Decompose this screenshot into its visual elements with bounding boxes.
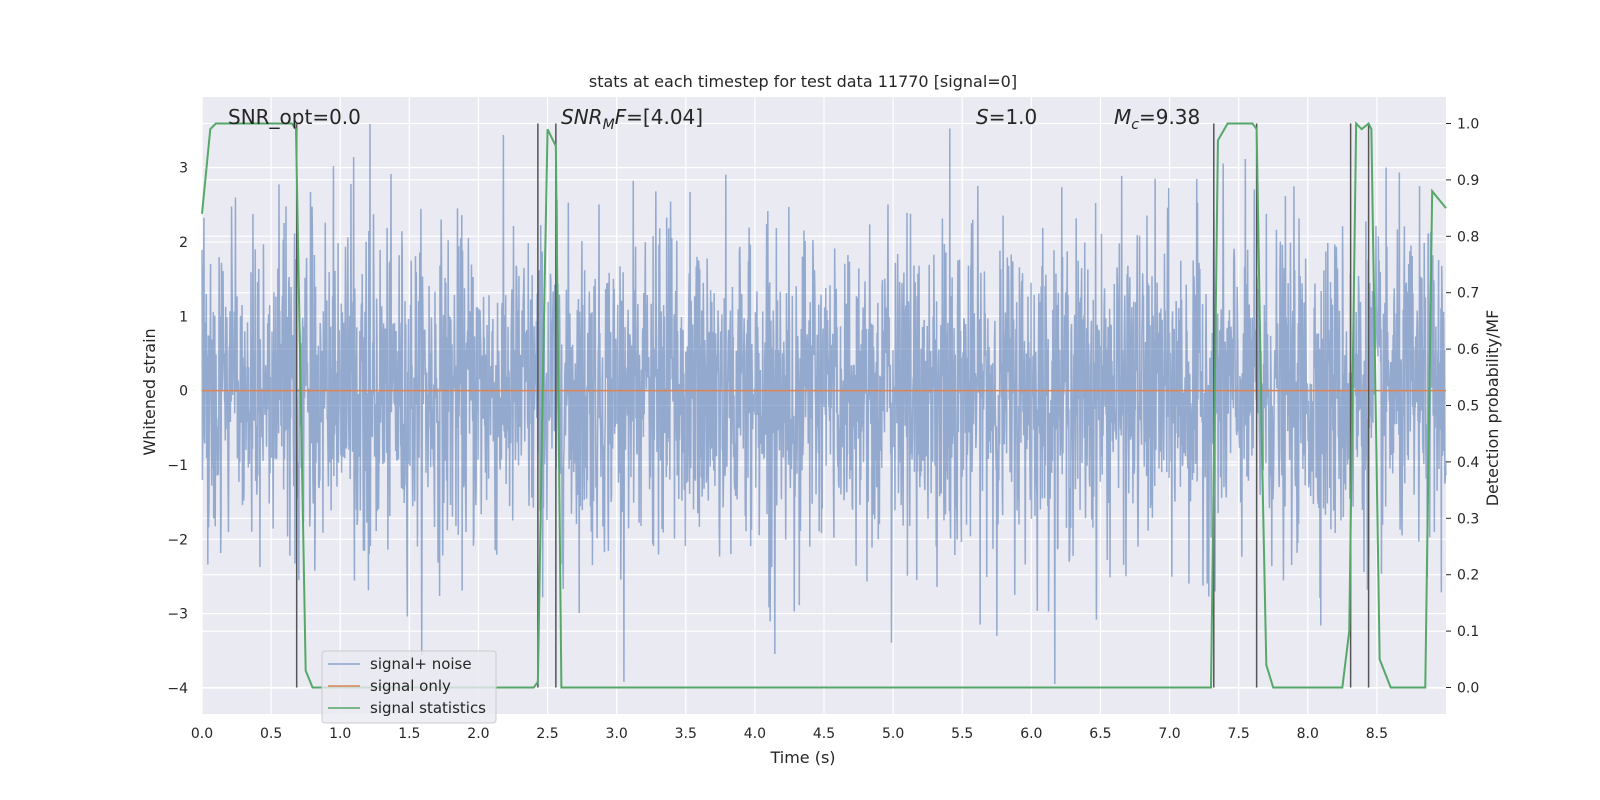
x-tick-label: 0.0: [191, 726, 213, 742]
annotation-s: S=1.0: [976, 105, 1037, 129]
legend-label-noise: signal+ noise: [370, 655, 472, 673]
x-tick-label: 7.0: [1158, 726, 1180, 742]
signal-statistics-line: [201, 121, 1447, 689]
chart-title: stats at each timestep for test data 117…: [589, 72, 1017, 91]
annotation-mc: Mc=9.38: [1114, 105, 1200, 133]
y-tick-label: −4: [167, 681, 188, 697]
y-axis-ticks: 3 2 1 0 −1 −2 −3 −4: [167, 161, 188, 697]
y-tick-label: −2: [167, 532, 188, 548]
x-tick-label: 7.5: [1228, 726, 1250, 742]
y2-tick-label: 0.0: [1457, 680, 1479, 696]
y2-tick-label: 0.2: [1457, 568, 1479, 584]
y2-tick-label: 0.7: [1457, 286, 1479, 302]
legend-label-statistics: signal statistics: [370, 699, 486, 717]
y2-tick-label: 0.5: [1457, 399, 1479, 415]
x-tick-label: 3.5: [675, 726, 697, 742]
y-tick-label: 3: [179, 161, 188, 177]
x-tick-label: 8.0: [1297, 726, 1319, 742]
x-tick-label: 4.5: [813, 726, 835, 742]
mc-symbol: M: [1114, 105, 1131, 129]
s-symbol: S: [976, 105, 989, 129]
x-tick-label: 6.0: [1020, 726, 1042, 742]
y2-tick-label: 0.4: [1457, 455, 1479, 471]
legend-label-signal-only: signal only: [370, 677, 451, 695]
y2-tick-label: 0.8: [1457, 229, 1479, 245]
x-tick-label: 5.0: [882, 726, 904, 742]
x-tick-label: 2.0: [467, 726, 489, 742]
x-tick-label: 0.5: [260, 726, 282, 742]
x-tick-label: 1.5: [398, 726, 420, 742]
mc-value: =9.38: [1139, 105, 1200, 129]
signal-noise-series: [201, 123, 1447, 685]
snr-mf-value: =[4.04]: [626, 105, 703, 129]
snr-f: F: [615, 105, 627, 129]
signal-noise-line: [201, 123, 1447, 685]
x-tick-label: 5.5: [951, 726, 973, 742]
x-axis-title: Time (s): [769, 748, 835, 767]
annotation-snr-opt: SNR_opt=0.0: [228, 105, 361, 129]
y-tick-label: 2: [179, 235, 188, 251]
x-axis-ticks: 0.0 0.5 1.0 1.5 2.0 2.5 3.0 3.5 4.0 4.5 5.0 5.5 6.0 6…: [191, 726, 1388, 742]
x-tick-label: 4.0: [744, 726, 766, 742]
annotation-snr-mf: SNRMF=[4.04]: [561, 105, 703, 133]
y-tick-label: 1: [179, 309, 188, 325]
snr-subscript: M: [603, 117, 615, 133]
y2-tick-label: 0.9: [1457, 173, 1479, 189]
x-tick-label: 6.5: [1089, 726, 1111, 742]
y-tick-label: −1: [167, 458, 188, 474]
x-tick-label: 3.0: [606, 726, 628, 742]
y2-tick-label: 0.1: [1457, 624, 1479, 640]
y-tick-label: 0: [179, 384, 188, 400]
y2-axis-ticks: 1.0 0.9 0.8 0.7 0.6 0.5 0.4 0.3 0.2 0.1 0.0: [1446, 117, 1479, 696]
y2-axis-title: Detection probability/MF: [1483, 310, 1502, 507]
s-value: =1.0: [989, 105, 1038, 129]
y2-tick-label: 1.0: [1457, 117, 1479, 133]
mc-subscript: c: [1131, 117, 1139, 133]
x-tick-label: 2.5: [536, 726, 558, 742]
x-tick-label: 1.0: [329, 726, 351, 742]
y-tick-label: −3: [167, 607, 188, 623]
signal-statistics-series: [201, 121, 1447, 689]
snr-symbol: SNR: [561, 105, 603, 129]
y2-tick-label: 0.6: [1457, 342, 1479, 358]
y-axis-title: Whitened strain: [140, 328, 159, 455]
x-tick-label: 8.5: [1366, 726, 1388, 742]
legend: signal+ noise signal only signal statist…: [321, 650, 497, 724]
y2-tick-label: 0.3: [1457, 511, 1479, 527]
